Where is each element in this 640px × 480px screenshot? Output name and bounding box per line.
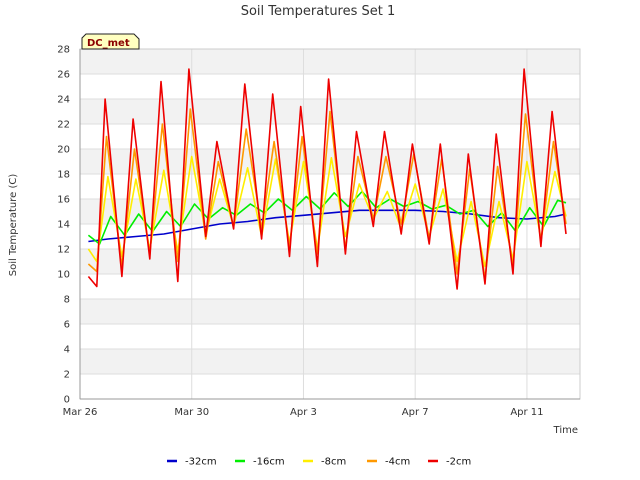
y-tick-label: 2 (64, 370, 70, 381)
plot-band (80, 274, 580, 299)
x-tick-label: Mar 26 (63, 407, 98, 418)
y-axis-title: Soil Temperature (C) (8, 174, 19, 277)
y-tick-label: 4 (64, 345, 70, 356)
y-tick-label: 24 (57, 95, 70, 106)
legend-label: -4cm (385, 457, 410, 468)
plot-band (80, 224, 580, 249)
y-tick-label: 28 (57, 45, 70, 56)
y-tick-label: 12 (57, 245, 70, 256)
y-tick-label: 18 (57, 170, 70, 181)
y-tick-label: 16 (57, 195, 70, 206)
plot-band (80, 124, 580, 149)
y-tick-label: 22 (57, 120, 70, 131)
y-tick-label: 0 (64, 395, 70, 406)
station-badge: DC_met (81, 33, 140, 50)
x-tick-label: Apr 3 (290, 407, 317, 418)
plot-band (80, 299, 580, 324)
plot-band (80, 324, 580, 349)
badge-label: DC_met (87, 38, 130, 49)
plot-band (80, 249, 580, 274)
series-layer (87, 68, 567, 290)
y-tick-label: 14 (57, 220, 70, 231)
chart-title: Soil Temperatures Set 1 (241, 4, 396, 19)
legend-label: -16cm (253, 457, 285, 468)
x-tick-label: Apr 11 (510, 407, 543, 418)
x-tick-label: Apr 7 (402, 407, 429, 418)
x-tick-labels: Mar 26 Mar 30 Apr 3 Apr 7 Apr 11 (63, 407, 544, 418)
x-axis-title: Time (553, 425, 578, 436)
legend-label: -2cm (446, 457, 471, 468)
y-tick-label: 10 (57, 270, 70, 281)
plot-band (80, 49, 580, 74)
y-tick-label: 20 (57, 145, 70, 156)
badge-shape (81, 33, 140, 50)
plot-band (80, 374, 580, 399)
plot-band (80, 349, 580, 374)
y-tick-label: 8 (64, 295, 70, 306)
series-line-minus-2cm (87, 68, 567, 290)
y-tick-label: 6 (64, 320, 70, 331)
legend-label: -32cm (185, 457, 217, 468)
legend: -32cm -16cm -8cm -4cm -2cm (167, 457, 471, 468)
legend-label: -8cm (321, 457, 346, 468)
y-tick-label: 26 (57, 70, 70, 81)
axes (79, 48, 581, 400)
x-tick-label: Mar 30 (174, 407, 209, 418)
series-line-minus-32cm (88, 209, 567, 243)
